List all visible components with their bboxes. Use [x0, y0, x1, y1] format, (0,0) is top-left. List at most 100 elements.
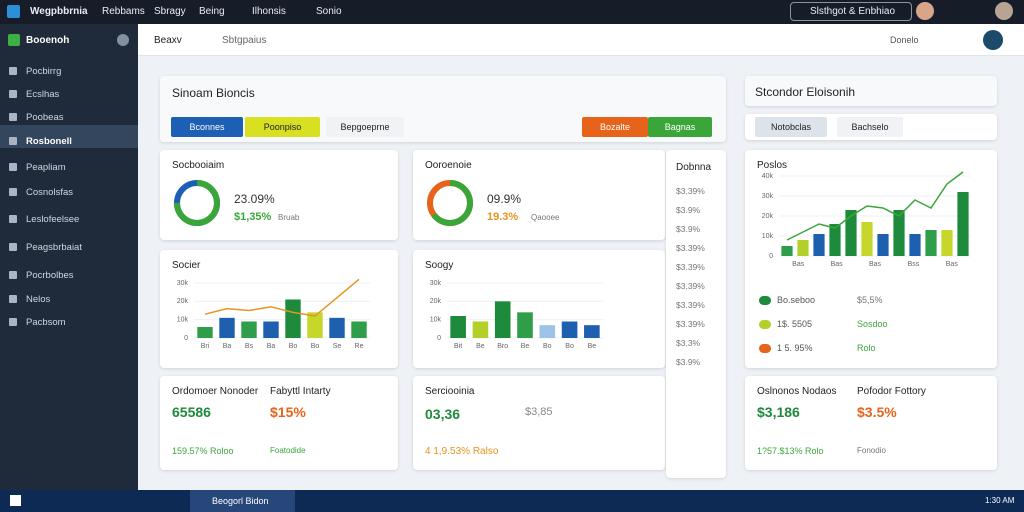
button[interactable]: Bconnes [171, 117, 243, 137]
stat-text: Foatodide [270, 446, 306, 455]
y-tick-label: 20k [177, 298, 189, 305]
bar [781, 246, 793, 256]
menu-item[interactable]: Sonio [316, 6, 342, 17]
x-tick-label: Bo [289, 343, 298, 350]
stat-text: Pofodor Fottory [857, 386, 926, 397]
card-sub: $1,35% [234, 211, 272, 223]
list-item: $3.9% [676, 224, 701, 234]
stat-text: Fabyttl Intarty [270, 386, 331, 397]
top-bar: Wegpbbrnia Rebbams Sbragy Being Ilhonsis… [0, 0, 1024, 24]
sidebar-item[interactable]: Peapliam [26, 162, 66, 173]
start-button[interactable] [10, 495, 21, 506]
sub-menu[interactable]: Beaxv [154, 35, 182, 46]
x-tick-label: Bas [792, 261, 805, 268]
bar [925, 230, 937, 256]
x-tick-label: Bit [454, 343, 462, 350]
sidebar-item[interactable]: Pocbirrg [26, 66, 62, 77]
chart-card: Soogy 0 10k 20k 30k Bit Be Bro Be Bo Bo Be [413, 250, 665, 368]
bar [829, 224, 841, 256]
bar [957, 192, 969, 256]
card-sub: 19.3% [487, 211, 519, 223]
chart-title: Poslos [757, 160, 788, 171]
menu-item[interactable]: Rebbams [102, 6, 145, 17]
list-item: $3.39% [676, 243, 705, 253]
list-item: $3.39% [676, 300, 705, 310]
sidebar-item[interactable]: Poobeas [26, 112, 64, 123]
button[interactable]: Bepgoeprne [326, 117, 404, 137]
side-title: Stcondor Eloisonih [755, 85, 856, 99]
sidebar-icon [9, 215, 17, 223]
stat-text: 03,36 [425, 406, 461, 422]
x-tick-label: Se [333, 343, 342, 350]
menu-item[interactable]: Being [199, 6, 225, 17]
collapse-button[interactable] [117, 34, 129, 46]
x-tick-label: Be [521, 343, 530, 350]
task-app[interactable] [190, 490, 295, 512]
stat-text: 4 1,9.53% Ralso [425, 446, 499, 457]
y-tick-label: 30k [762, 193, 774, 200]
brand: Wegpbbrnia [30, 6, 88, 17]
x-tick-label: Bas [831, 261, 844, 268]
search-box[interactable] [790, 2, 912, 21]
card-note: Qaooee [531, 213, 560, 222]
card-title: Socbooiaim [172, 160, 225, 171]
y-tick-label: 10k [762, 233, 774, 240]
user-name[interactable]: Donelo [890, 35, 919, 45]
list-panel: Dobnna $3.39% $3.9% $3.9% $3.39% $3.39% $3.39… [666, 150, 726, 478]
sub-search[interactable]: Sbtgpaius [222, 35, 267, 46]
legend-value: Rolo [857, 343, 876, 353]
bar [909, 234, 921, 256]
stat-text: $3,186 [757, 404, 800, 420]
card-title: Ooroenoie [425, 160, 472, 171]
chart-title: Soogy [425, 260, 454, 271]
card-value: 23.09% [234, 192, 275, 206]
task-app-label: Beogorl Bidon [212, 496, 269, 506]
donut-card: Socbooiaim 23.09% $1,35% Bruab [160, 150, 398, 240]
avatar[interactable] [995, 2, 1013, 20]
menu-item[interactable]: Sbragy [154, 6, 186, 17]
y-tick-label: 30k [177, 280, 189, 287]
y-tick-label: 0 [184, 335, 188, 342]
sidebar-icon [9, 318, 17, 326]
clock: 1:30 AM [985, 496, 1015, 505]
bar [813, 234, 825, 256]
bar [329, 317, 345, 338]
legend-label: 1 5. 95% [777, 343, 813, 353]
stat-text: 1?57.$13% Rolo [757, 446, 824, 456]
bar [285, 299, 301, 338]
sidebar-icon [9, 90, 17, 98]
sidebar-item[interactable]: Pacbsom [26, 317, 66, 328]
stat-text: $15% [270, 404, 306, 420]
x-tick-label: Bs [245, 343, 254, 350]
list-item: $3.39% [676, 281, 705, 291]
button[interactable]: Bagnas [648, 117, 712, 137]
sidebar-item[interactable]: Leslofeelsee [26, 214, 80, 225]
avatar[interactable] [983, 30, 1003, 50]
sidebar-item[interactable]: Ecslhas [26, 89, 60, 100]
sidebar-item[interactable]: Cosnolsfas [26, 187, 73, 198]
avatar[interactable] [916, 2, 934, 20]
sidebar-icon [9, 163, 17, 171]
legend-value: $5,5% [857, 295, 883, 305]
button[interactable]: Poonpiso [245, 117, 320, 137]
bar [450, 316, 466, 338]
legend-swatch [759, 344, 771, 353]
sidebar-item[interactable]: Pocrbolbes [26, 270, 74, 281]
bar [351, 321, 367, 338]
tab[interactable]: Notobclas [755, 117, 827, 137]
stat-text: Serciooinia [425, 386, 475, 397]
stat-text: $3.5% [857, 404, 897, 420]
tab[interactable]: Bachselo [837, 117, 903, 137]
sidebar-item[interactable]: Peagsbrbaiat [26, 242, 82, 253]
card-value: 09.9% [487, 192, 522, 206]
x-tick-label: Be [588, 343, 597, 350]
sidebar-item[interactable]: Nelos [26, 294, 51, 305]
sidebar-item[interactable]: Rosbonell [26, 136, 72, 147]
stat-text: 65586 [172, 404, 211, 420]
sidebar-icon [9, 243, 17, 251]
donut-value [174, 180, 220, 226]
menu-item[interactable]: Ilhonsis [252, 6, 286, 17]
button[interactable]: Bozalte [582, 117, 648, 137]
x-tick-label: Bro [497, 343, 508, 350]
sidebar-title: Booenoh [26, 35, 70, 46]
